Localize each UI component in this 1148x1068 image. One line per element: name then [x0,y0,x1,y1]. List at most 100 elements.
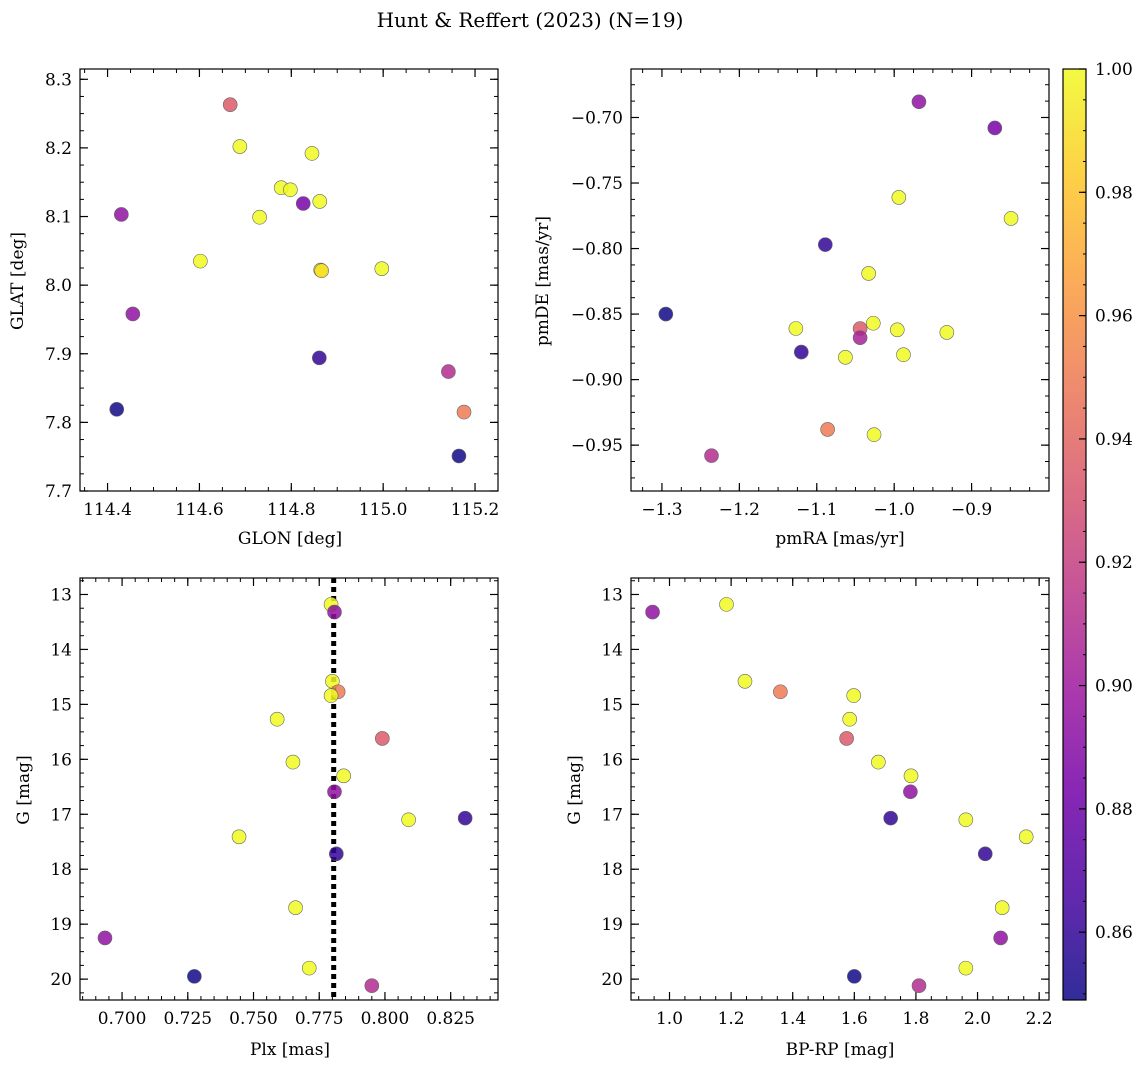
y-tick-label: 14 [601,640,623,660]
y-tick-label: −0.70 [571,108,623,128]
y-tick-label: 20 [50,970,72,990]
data-point [903,784,918,800]
y-tick-label: 8.1 [45,208,72,228]
y-tick-label: −0.80 [571,240,623,260]
x-axis-label: GLON [deg] [238,529,342,549]
x-tick-label: 114.6 [175,500,224,520]
data-point [865,315,881,331]
y-tick-label: 15 [50,695,72,715]
y-tick-label: −0.85 [571,305,623,325]
y-tick-label: 15 [601,695,623,715]
data-point [97,930,113,946]
y-axis-label: pmDE [mas/yr] [533,216,553,346]
data-point [456,404,472,420]
y-tick-label: −0.75 [571,174,623,194]
data-point [457,810,473,826]
data-point [645,604,660,620]
x-tick-label: 0.750 [229,1009,278,1029]
x-tick-label: −0.9 [951,500,992,520]
data-point [737,674,753,689]
x-tick-label: −1.2 [719,500,760,520]
y-tick-label: 17 [50,805,72,825]
y-tick-label: 8.3 [45,70,72,90]
plot-frame [79,68,499,492]
data-point [773,684,788,700]
x-tick-label: 0.825 [426,1009,475,1029]
x-tick-label: 1.6 [841,1009,868,1029]
colorbar-tick-label: 0.86 [1095,923,1133,943]
data-point [911,94,927,110]
x-tick-label: 0.800 [361,1009,410,1029]
data-point [842,711,858,727]
data-point [312,194,328,209]
data-point [977,846,993,862]
x-tick-label: 114.8 [267,500,316,520]
data-point [323,688,339,703]
data-point [852,330,868,345]
data-point [896,347,911,363]
data-point [889,322,905,338]
x-tick-label: 1.2 [718,1009,745,1029]
data-point [327,604,342,620]
x-tick-label: 2.2 [1026,1009,1053,1029]
data-point [788,321,804,336]
y-tick-label: 18 [601,860,623,880]
y-tick-label: 20 [601,970,623,990]
data-point [375,731,390,746]
data-point [838,350,853,365]
colorbar-tick-label: 0.96 [1095,307,1133,327]
data-point [232,139,248,154]
data-point [658,306,674,322]
data-point [704,448,719,463]
data-point [269,711,285,727]
data-point [336,768,351,784]
data-point [401,812,416,828]
x-axis-label: BP-RP [mag] [786,1040,895,1060]
data-point [283,182,298,198]
data-point [451,448,467,464]
data-point [847,969,862,984]
data-point [231,829,247,845]
y-tick-label: 7.9 [45,345,72,365]
y-axis-label: G [mag] [14,755,34,824]
data-point [1018,829,1034,845]
data-point [993,930,1008,946]
data-point [193,253,208,269]
data-point [301,960,317,976]
x-axis-label: pmRA [mas/yr] [775,529,904,549]
data-point [839,731,854,746]
data-point [817,237,833,252]
data-point [441,364,456,379]
y-tick-label: 16 [50,750,72,770]
data-point [222,97,238,112]
x-tick-label: 0.700 [98,1009,147,1029]
x-tick-label: 0.775 [295,1009,344,1029]
data-point [911,978,927,994]
data-point [820,422,835,437]
y-axis-label: G [mag] [565,755,585,824]
x-tick-label: 1.4 [779,1009,806,1029]
data-point [295,196,311,211]
data-point [187,969,202,984]
data-point [891,190,907,205]
y-tick-label: 19 [50,915,72,935]
y-tick-label: −0.90 [571,371,623,391]
colorbar-tick-label: 0.94 [1095,430,1133,450]
data-point [314,263,329,279]
data-point [364,978,380,994]
panel-plx-g: Plx [mas] G [mag] 0.700 0.725 0.750 0.775 0.… [14,577,499,1060]
x-tick-label: 2.0 [964,1009,991,1029]
y-tick-label: 16 [601,750,623,770]
figure-title: Hunt & Reffert (2023) (N=19) [377,8,684,32]
x-tick-label: 0.725 [163,1009,212,1029]
y-tick-label: 14 [50,640,72,660]
data-point [994,900,1010,915]
data-point [958,960,974,976]
x-tick-label: 115.0 [359,500,408,520]
data-point [285,754,301,770]
y-tick-label: 13 [601,585,623,605]
y-tick-label: 8.2 [45,139,72,159]
data-point [987,120,1003,136]
data-point [304,146,320,161]
